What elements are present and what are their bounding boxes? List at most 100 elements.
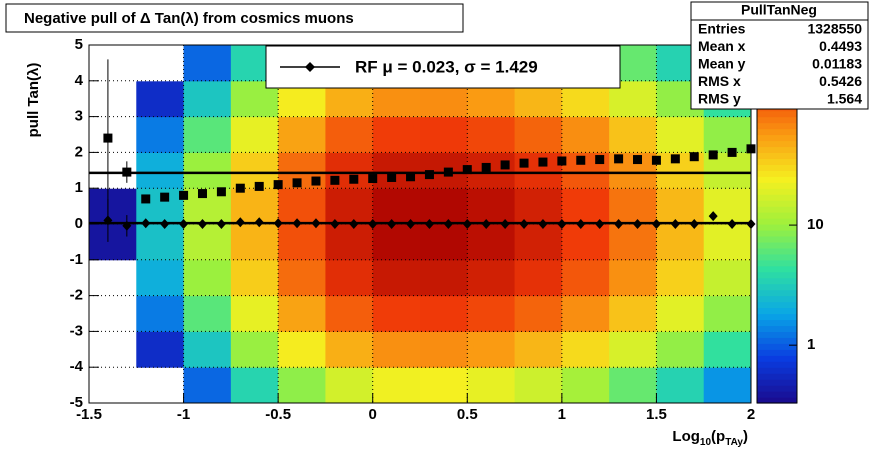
mean-point <box>462 219 472 229</box>
colorbar-step <box>757 325 797 332</box>
heat-cell <box>609 224 657 261</box>
y-tick-label: 3 <box>75 108 83 125</box>
heat-cell <box>136 295 185 332</box>
colorbar-step <box>757 134 797 142</box>
heat-cell <box>230 116 279 153</box>
rms-point <box>197 189 207 199</box>
mean-point <box>651 219 661 229</box>
mean-point <box>235 217 245 228</box>
colorbar-step <box>757 277 797 285</box>
mean-point <box>141 218 151 229</box>
colorbar-step <box>757 301 797 309</box>
heat-cell <box>278 367 326 404</box>
rms-point <box>103 133 113 143</box>
stats-value: 0.5426 <box>819 73 862 89</box>
z-tick-label: 1 <box>807 336 815 353</box>
heat-cell <box>325 224 374 261</box>
rms-point <box>254 181 264 191</box>
mean-point <box>576 219 586 229</box>
rms-point <box>311 176 321 186</box>
heat-cell <box>183 116 232 153</box>
rms-point <box>519 158 529 168</box>
heat-cell <box>420 331 468 368</box>
mean-point <box>160 219 170 229</box>
heat-cell <box>325 116 374 153</box>
y-tick-label: 2 <box>75 143 83 160</box>
heat-cell <box>467 295 516 332</box>
heat-cell <box>656 331 705 368</box>
heat-cell <box>89 188 137 225</box>
mean-point <box>216 219 226 229</box>
chart-title: Negative pull of Δ Tan(λ) from cosmics m… <box>24 10 354 27</box>
x-tick-label: -1 <box>177 406 190 423</box>
colorbar-step <box>757 218 797 225</box>
y-tick-label: -5 <box>70 394 83 411</box>
colorbar-step <box>757 373 797 380</box>
rms-point <box>160 192 170 202</box>
heat-cell <box>136 152 185 189</box>
heat-cell <box>183 224 232 261</box>
colorbar-step <box>757 343 797 350</box>
heat-cell <box>89 295 137 332</box>
heat-cell <box>89 45 137 82</box>
heat-cell <box>136 116 185 153</box>
mean-point <box>557 219 567 229</box>
heat-cell <box>609 188 657 225</box>
heat-cell <box>420 116 468 153</box>
rms-point <box>235 183 245 193</box>
heat-cell <box>183 331 232 368</box>
rms-point <box>349 174 359 184</box>
colorbar-step <box>757 367 797 374</box>
heat-cell <box>420 367 468 404</box>
colorbar-step <box>757 164 797 171</box>
heat-cell <box>609 116 657 153</box>
colorbar-step <box>757 253 797 261</box>
heat-cell <box>656 116 705 153</box>
heat-cell <box>230 331 279 368</box>
colorbar-step <box>757 176 797 183</box>
mean-point <box>368 219 378 229</box>
heat-cell <box>278 331 326 368</box>
heat-cell <box>136 45 185 82</box>
heat-cell <box>561 224 610 261</box>
rms-point <box>614 154 624 164</box>
mean-point <box>708 211 718 222</box>
rms-point <box>141 194 151 204</box>
heat-cell <box>514 295 563 332</box>
mean-point <box>614 219 624 229</box>
rms-point <box>462 165 472 175</box>
stats-value: 1328550 <box>807 21 862 37</box>
colorbar-step <box>757 385 797 392</box>
heat-cell <box>136 80 185 118</box>
heat-cell <box>467 224 516 261</box>
heat-cell <box>420 188 468 225</box>
colorbar-step <box>757 391 797 398</box>
mean-point <box>406 219 416 229</box>
colorbar-step <box>757 194 797 201</box>
colorbar-step <box>757 224 797 231</box>
rms-point <box>595 155 605 165</box>
colorbar-step <box>757 259 797 267</box>
mean-point <box>538 219 548 229</box>
grid: -1.5 -1 -0.5 0 0.5 1 1.5 2 -5 -4 -3 -2 -1 0 1 2 3 4 5 <box>70 36 756 423</box>
heat-cell <box>609 367 657 404</box>
legend-label: RF μ = 0.023, σ = 1.429 <box>355 57 538 76</box>
colorbar-step <box>757 247 797 255</box>
y-tick-label: -4 <box>70 358 84 375</box>
heat-cell <box>372 116 421 153</box>
y-tick-label: -1 <box>70 251 83 268</box>
colorbar-step <box>757 319 797 327</box>
mean-point <box>387 219 397 229</box>
colorbar-step <box>757 116 797 124</box>
x-label-part: Log <box>672 428 700 445</box>
x-tick-label: 2 <box>747 406 755 423</box>
heat-cell <box>230 367 279 404</box>
heat-cell <box>136 224 185 261</box>
y-tick-label: 4 <box>75 72 84 89</box>
y-tick-label: 5 <box>75 36 83 53</box>
heat-cell <box>89 259 137 297</box>
rms-point <box>633 155 643 165</box>
mean-point <box>689 219 699 229</box>
colorbar-step <box>757 295 797 303</box>
heat-cell <box>561 188 610 225</box>
